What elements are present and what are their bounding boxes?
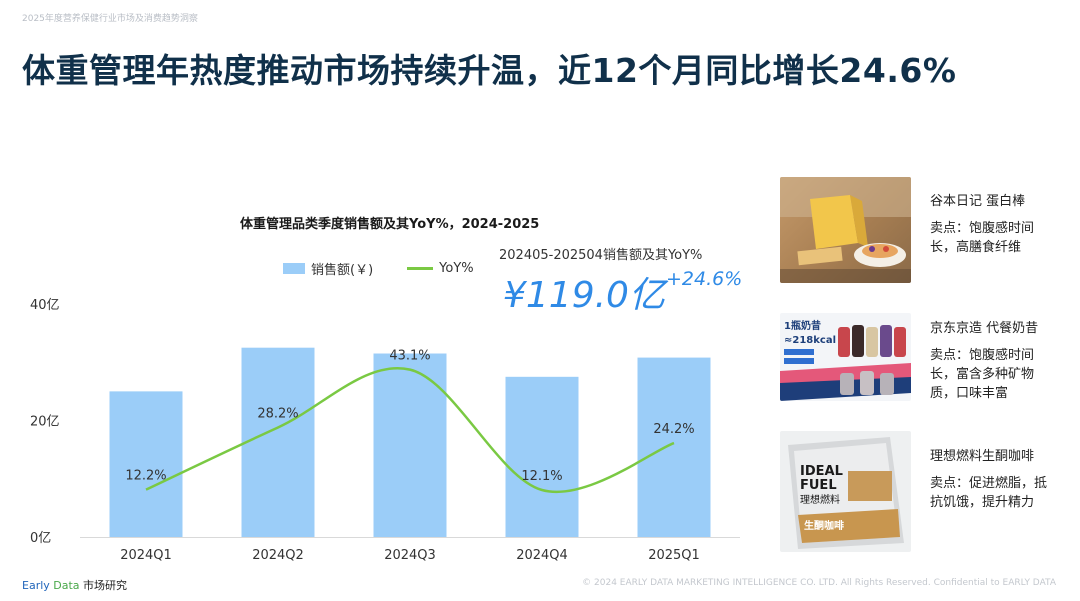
yoy-data-label: 43.1%	[389, 349, 430, 364]
product-image-coffee: IDEAL FUEL 理想燃料 生酮咖啡	[780, 431, 911, 552]
footer-copyright: © 2024 EARLY DATA MARKETING INTELLIGENCE…	[582, 578, 1056, 588]
shake-image-text-1: 1瓶奶昔	[784, 319, 821, 332]
product-desc-1: 卖点：饱腹感时间长，高膳食纤维	[930, 221, 1035, 255]
legend-swatch-sales	[283, 263, 305, 274]
bar-2024Q1	[109, 391, 183, 537]
y-tick-label: 20亿	[30, 415, 60, 430]
product-name-3: 理想燃料生酮咖啡	[930, 449, 1035, 464]
x-tick-label: 2024Q1	[120, 548, 172, 563]
brand-part-2: Data	[53, 579, 80, 592]
footer-brand: Early Data 市场研究	[22, 577, 127, 593]
legend-swatch-yoy	[407, 267, 434, 270]
bar-2025Q1	[637, 357, 711, 537]
product-desc-2: 卖点：饱腹感时间长，富含多种矿物质，口味丰富	[930, 348, 1035, 401]
coffee-image-text-2: FUEL	[800, 478, 837, 493]
report-note: 2025年度营养保健行业市场及消费趋势洞察	[22, 14, 198, 24]
protein-bar-illustration	[780, 177, 911, 283]
bar-2024Q3	[373, 353, 447, 537]
kpi-growth: +24.6%	[666, 268, 743, 290]
yoy-data-label: 12.1%	[521, 469, 562, 484]
product-image-protein-bar	[780, 177, 911, 283]
coffee-image-text-4: 生酮咖啡	[804, 519, 844, 532]
yoy-data-label: 24.2%	[653, 422, 694, 437]
legend-label-sales: 销售额(￥)	[311, 263, 374, 278]
y-tick-label: 0亿	[30, 531, 51, 546]
yoy-data-label: 12.2%	[125, 469, 166, 484]
x-tick-label: 2024Q3	[384, 548, 436, 563]
bar-2024Q4	[505, 376, 579, 537]
coffee-bag-illustration: IDEAL FUEL 理想燃料 生酮咖啡	[788, 437, 904, 549]
kpi-value: ¥119.0亿	[503, 275, 665, 316]
product-image-shake: 1瓶奶昔 ≈218kcal	[780, 313, 911, 401]
yoy-line	[145, 366, 675, 494]
bar-2024Q2	[241, 347, 315, 537]
page-title: 体重管理年热度推动市场持续升温，近12个月同比增长24.6%	[22, 51, 957, 90]
chart-legend: 销售额(￥) YoY%	[283, 259, 474, 278]
product-name-2: 京东京造 代餐奶昔	[930, 321, 1039, 336]
chart-title: 体重管理品类季度销售额及其YoY%，2024-2025	[240, 217, 540, 232]
kpi-caption: 202405-202504销售额及其YoY%	[499, 248, 703, 263]
sales-chart: 0亿 20亿 40亿 2024Q1 2024Q2 2024Q3 2024Q4 2025Q1 12…	[30, 298, 740, 563]
coffee-image-text-3: 理想燃料	[800, 493, 840, 506]
shake-illustration: 1瓶奶昔 ≈218kcal	[780, 319, 911, 401]
product-desc-3: 卖点：促进燃脂，抵抗饥饿，提升精力	[930, 476, 1048, 510]
legend-label-yoy: YoY%	[439, 261, 474, 276]
yoy-data-label: 28.2%	[257, 406, 298, 421]
x-tick-label: 2024Q4	[516, 548, 568, 563]
brand-part-1: Early	[22, 579, 50, 592]
y-tick-label: 40亿	[30, 298, 60, 313]
brand-part-3: 市场研究	[83, 579, 128, 592]
x-tick-label: 2025Q1	[648, 548, 700, 563]
shake-image-text-2: ≈218kcal	[784, 335, 836, 346]
product-name-1: 谷本日记 蛋白棒	[930, 194, 1026, 209]
coffee-image-text-1: IDEAL	[800, 464, 843, 479]
x-tick-label: 2024Q2	[252, 548, 304, 563]
